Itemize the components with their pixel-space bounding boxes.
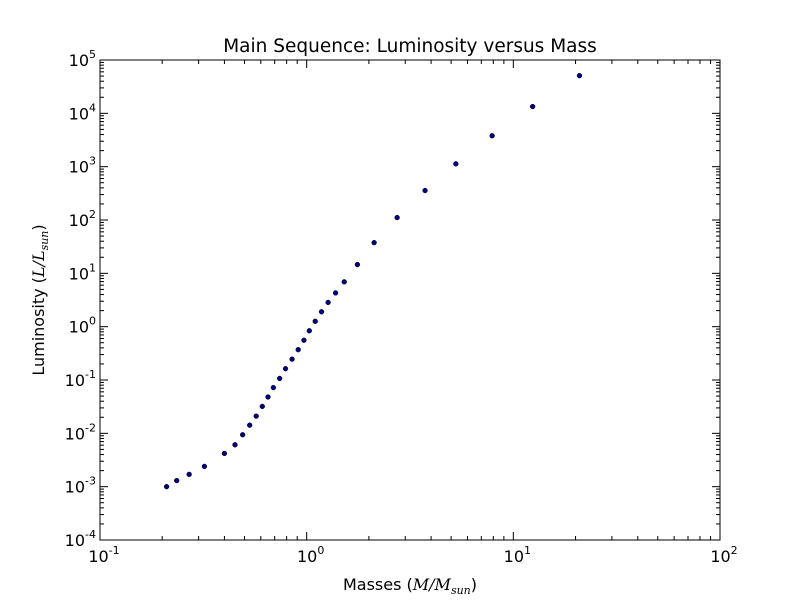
y-tick-label: 105 xyxy=(69,48,96,70)
data-point xyxy=(221,450,228,457)
data-point xyxy=(289,356,295,362)
data-point xyxy=(318,309,325,315)
data-point xyxy=(371,240,377,246)
x-axis-label: Masses (M/Msun) xyxy=(343,575,477,597)
data-point xyxy=(301,337,307,343)
tick-labels: 10-1 100 101 102 10-4 10-3 10-2 10-1 100 101 102 10… xyxy=(65,48,738,566)
data-point xyxy=(174,477,180,484)
x-tick-label: 101 xyxy=(504,544,531,566)
data-point xyxy=(529,103,536,110)
data-point xyxy=(276,375,283,382)
x-axis-label-var: M xyxy=(412,575,430,594)
x-axis-label-slash: / xyxy=(427,575,436,594)
y-tick-label: 101 xyxy=(69,261,96,283)
data-point xyxy=(354,261,361,268)
data-point xyxy=(576,72,583,79)
y-axis-label-suffix: ) xyxy=(29,224,48,230)
y-axis-label-base: L xyxy=(29,250,48,262)
data-point xyxy=(306,328,312,334)
y-tick-label: 10-1 xyxy=(65,368,96,390)
x-tick-label: 100 xyxy=(297,544,324,566)
y-tick-label: 10-3 xyxy=(65,475,96,497)
data-point xyxy=(163,484,170,490)
data-points xyxy=(163,72,583,490)
x-tick-label: 10-1 xyxy=(88,544,119,566)
x-tick-label: 102 xyxy=(710,544,737,566)
y-axis-label-slash: / xyxy=(29,259,48,268)
data-point xyxy=(259,403,265,410)
tick-marks xyxy=(99,59,721,541)
y-axis-label-sub: sun xyxy=(38,231,51,251)
y-tick-label: 102 xyxy=(69,208,96,230)
data-point xyxy=(186,471,192,478)
y-tick-label: 10-2 xyxy=(65,421,96,443)
data-point xyxy=(239,432,246,438)
data-point xyxy=(282,366,289,372)
data-point xyxy=(312,318,318,324)
data-point xyxy=(341,279,347,285)
data-point xyxy=(489,133,495,139)
y-tick-label: 103 xyxy=(69,155,96,177)
data-point xyxy=(253,413,259,419)
plot-area xyxy=(99,59,721,541)
chart-title: Main Sequence: Luminosity versus Mass xyxy=(223,36,597,57)
data-point xyxy=(232,442,238,448)
data-point xyxy=(247,422,253,428)
data-point xyxy=(394,214,400,221)
y-axis-label: Luminosity (L/Lsun) xyxy=(29,224,51,375)
y-axis-label-var: L xyxy=(29,266,48,278)
x-axis-label-sub: sun xyxy=(451,584,471,597)
data-point xyxy=(295,347,301,353)
x-axis-label-base: M xyxy=(434,575,452,594)
data-point xyxy=(453,161,459,167)
y-axis-label-prefix: Luminosity ( xyxy=(29,277,48,376)
data-point xyxy=(201,463,208,470)
x-axis-label-suffix: ) xyxy=(471,575,477,594)
data-point xyxy=(422,187,428,194)
data-point xyxy=(332,290,339,296)
y-tick-label: 100 xyxy=(69,315,96,337)
data-point xyxy=(265,394,271,400)
y-tick-label: 104 xyxy=(69,101,96,123)
y-tick-label: 10-4 xyxy=(65,528,96,550)
data-point xyxy=(270,384,277,391)
x-axis-label-prefix: Masses ( xyxy=(343,575,413,594)
data-point xyxy=(325,299,331,306)
